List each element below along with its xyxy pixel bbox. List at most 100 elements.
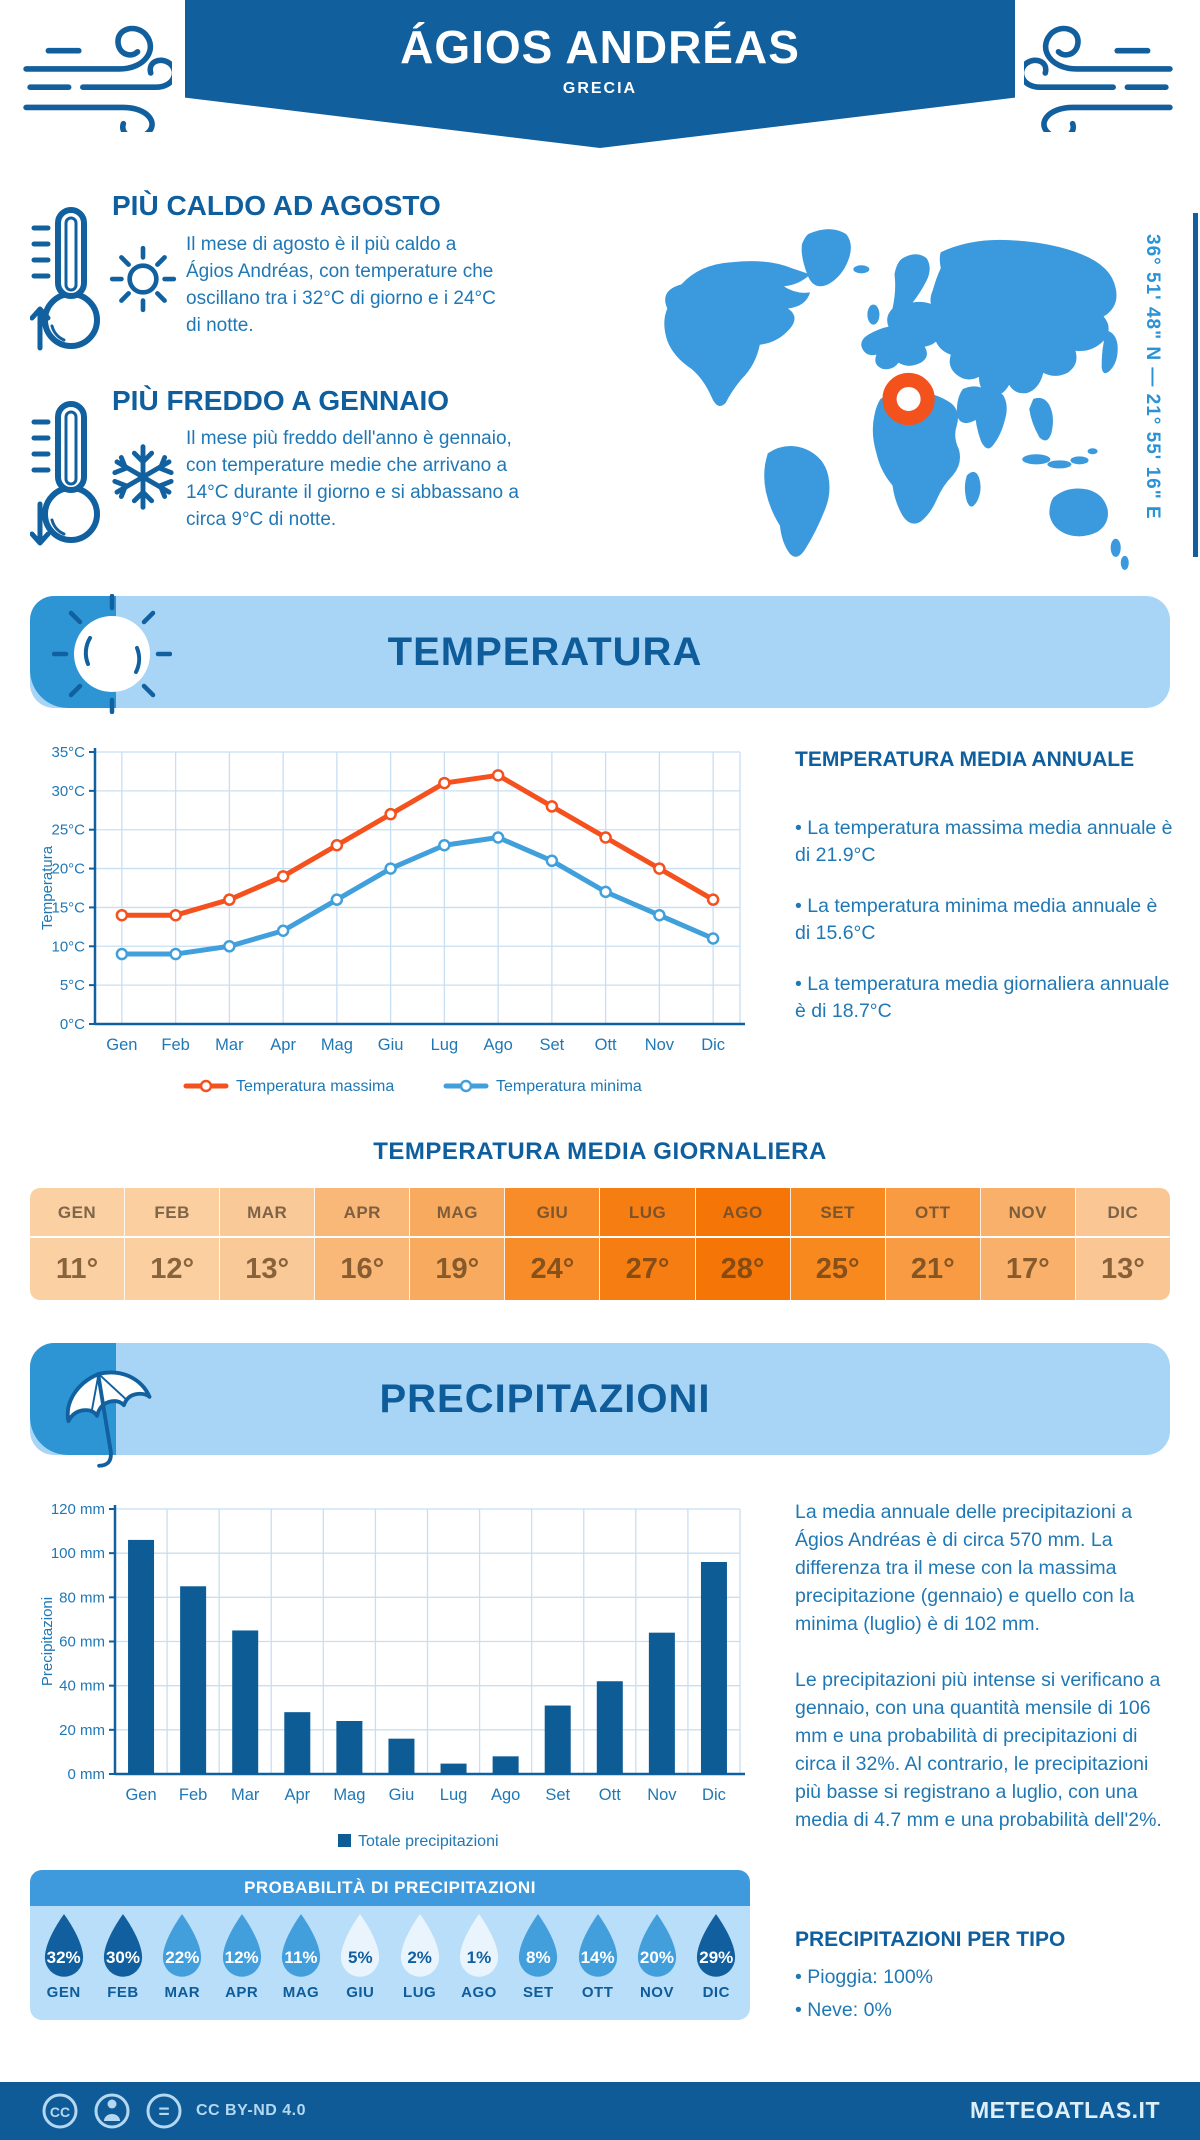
cold-month-title: PIÙ FREDDO A GENNAIO [112,385,450,416]
svg-text:Temperatura minima: Temperatura minima [496,1078,642,1095]
annual-bullet: La temperatura massima media annuale è d… [795,815,1175,869]
daily-temp-cell: MAG 19° [410,1188,506,1300]
month-label: OTT [885,1188,980,1238]
precip-probability-drop: 32% GEN [34,1912,93,2020]
svg-text:Mag: Mag [321,1036,353,1054]
probability-drops-row: 32% GEN 30% FEB 22% MAR 12% APR 11% MAG 5% GIU 2% LUG… [30,1906,750,2020]
raindrop-icon [341,1914,380,1977]
svg-text:0°C: 0°C [60,1016,85,1033]
hot-month-title: PIÙ CALDO AD AGOSTO [112,190,441,221]
probability-value: 22% [165,1948,200,1967]
right-edge-divider [1193,213,1198,557]
svg-text:Dic: Dic [702,1786,726,1804]
month-label: MAG [282,1984,320,2001]
svg-text:Dic: Dic [701,1036,725,1054]
month-label: GIU [505,1188,600,1238]
month-label: FEB [107,1984,139,2001]
month-label: NOV [980,1188,1075,1238]
temperature-value: 13° [1100,1252,1145,1285]
raindrop-icon [103,1914,143,1977]
svg-text:Giu: Giu [389,1786,415,1804]
precip-probability-drop: 14% OTT [568,1912,627,2020]
month-label: AGO [461,1984,497,2001]
month-label: MAR [164,1984,201,2001]
temperature-value: 25° [815,1252,860,1285]
precip-probability-drop: 20% NOV [627,1912,686,2020]
precipitation-section-title: PRECIPITAZIONI [379,1377,711,1421]
raindrop-icon [578,1914,617,1977]
raindrop-icon [459,1914,499,1977]
daily-temp-cell: MAR 13° [220,1188,316,1300]
month-label: LUG [403,1984,437,2001]
location-marker [882,372,935,426]
raindrop-icon [519,1914,558,1977]
probability-value: 29% [699,1948,734,1967]
wind-icon [23,25,172,132]
precip-probability-drop: 12% APR [212,1912,271,2020]
creative-commons-icons: CC = [42,2093,182,2129]
precip-probability-drop: 29% DIC [687,1912,746,2020]
precipitation-types-bullets: Pioggia: 100% Neve: 0% [795,1964,1175,2030]
month-label: GIU [346,1984,375,2001]
svg-text:Nov: Nov [647,1786,677,1804]
svg-text:Mag: Mag [333,1786,365,1804]
svg-text:Ott: Ott [599,1786,621,1804]
svg-text:Feb: Feb [161,1036,189,1054]
svg-text:15°C: 15°C [51,899,85,916]
month-label: LUG [600,1188,695,1238]
probability-value: 8% [525,1948,551,1967]
svg-text:20 mm: 20 mm [59,1722,105,1739]
probability-value: 2% [407,1948,432,1967]
precipitation-type-bullet: Pioggia: 100% [795,1964,1175,1991]
temperature-value: 13° [245,1252,290,1285]
svg-text:25°C: 25°C [51,822,85,839]
temperature-value: 24° [530,1252,575,1285]
month-label: MAG [410,1188,505,1238]
precip-probability-drop: 8% SET [509,1912,568,2020]
svg-text:Totale precipitazioni: Totale precipitazioni [358,1833,499,1850]
month-label: MAR [220,1188,315,1238]
cc-icon: CC [50,2104,70,2120]
temperature-value: 27° [625,1252,670,1285]
probability-value: 20% [639,1948,674,1967]
probability-value: 5% [348,1948,373,1967]
probability-value: 1% [466,1948,492,1967]
precipitation-types-title: PRECIPITAZIONI PER TIPO [795,1928,1066,1951]
svg-text:100 mm: 100 mm [51,1545,105,1562]
sun-icon [109,245,177,313]
svg-text:Giu: Giu [378,1036,404,1054]
world-map [664,229,1129,570]
sun-banner-icon [52,594,172,714]
daily-temp-cell: SET 25° [790,1188,886,1300]
daily-temp-cell: AGO 28° [695,1188,791,1300]
svg-text:Nov: Nov [645,1036,675,1054]
temperature-section-title: TEMPERATURA [387,630,703,674]
annual-bullet: La temperatura minima media annuale è di… [795,893,1175,947]
month-label: SET [522,1984,554,2001]
probability-value: 30% [105,1948,140,1967]
svg-text:120 mm: 120 mm [51,1501,105,1518]
temperature-value: 21° [910,1252,955,1285]
daily-temperature-title: TEMPERATURA MEDIA GIORNALIERA [373,1138,827,1165]
svg-text:Ago: Ago [483,1036,512,1054]
temperature-value: 19° [435,1252,480,1285]
annual-bullet: La temperatura media giornaliera annuale… [795,971,1175,1025]
month-label: DIC [702,1984,730,2001]
svg-text:Feb: Feb [179,1786,207,1804]
probability-value: 12% [224,1948,259,1967]
wind-icon [1024,25,1173,132]
temperature-value: 11° [55,1252,99,1285]
annual-temperature-title: TEMPERATURA MEDIA ANNUALE [795,748,1135,771]
svg-text:35°C: 35°C [51,744,85,761]
svg-text:30°C: 30°C [51,783,85,800]
svg-text:5°C: 5°C [60,977,85,994]
precipitation-probability-title: PROBABILITÀ DI PRECIPITAZIONI [30,1870,750,1906]
precip-probability-drop: 1% AGO [449,1912,508,2020]
raindrop-icon [697,1914,736,1977]
page-subtitle: GRECIA [562,80,638,97]
thermometer-cold-icon [30,401,100,546]
license-label: CC BY-ND 4.0 [196,2102,307,2119]
month-label: APR [225,1984,259,2001]
svg-text:Temperatura massima: Temperatura massima [236,1078,394,1095]
daily-temp-cell: FEB 12° [125,1188,221,1300]
